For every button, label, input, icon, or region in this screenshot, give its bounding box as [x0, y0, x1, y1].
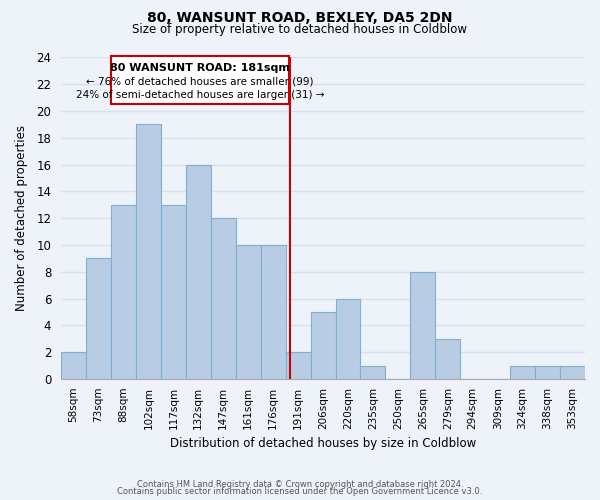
Bar: [510, 366, 535, 379]
Bar: [111, 205, 136, 379]
Bar: [311, 312, 335, 379]
Text: 80 WANSUNT ROAD: 181sqm: 80 WANSUNT ROAD: 181sqm: [110, 63, 290, 73]
Bar: [86, 258, 111, 379]
Bar: [260, 245, 286, 379]
Bar: [361, 366, 385, 379]
Text: 80, WANSUNT ROAD, BEXLEY, DA5 2DN: 80, WANSUNT ROAD, BEXLEY, DA5 2DN: [147, 11, 453, 25]
Bar: [560, 366, 585, 379]
Bar: [136, 124, 161, 379]
Bar: [335, 298, 361, 379]
Text: Size of property relative to detached houses in Coldblow: Size of property relative to detached ho…: [133, 22, 467, 36]
Bar: [186, 164, 211, 379]
Bar: [436, 338, 460, 379]
Text: Contains public sector information licensed under the Open Government Licence v3: Contains public sector information licen…: [118, 487, 482, 496]
Bar: [111, 56, 289, 104]
Text: ← 76% of detached houses are smaller (99): ← 76% of detached houses are smaller (99…: [86, 76, 314, 86]
Bar: [211, 218, 236, 379]
Bar: [286, 352, 311, 379]
X-axis label: Distribution of detached houses by size in Coldblow: Distribution of detached houses by size …: [170, 437, 476, 450]
Bar: [236, 245, 260, 379]
Bar: [161, 205, 186, 379]
Text: Contains HM Land Registry data © Crown copyright and database right 2024.: Contains HM Land Registry data © Crown c…: [137, 480, 463, 489]
Y-axis label: Number of detached properties: Number of detached properties: [15, 125, 28, 311]
Bar: [410, 272, 436, 379]
Text: 24% of semi-detached houses are larger (31) →: 24% of semi-detached houses are larger (…: [76, 90, 325, 100]
Bar: [535, 366, 560, 379]
Bar: [61, 352, 86, 379]
